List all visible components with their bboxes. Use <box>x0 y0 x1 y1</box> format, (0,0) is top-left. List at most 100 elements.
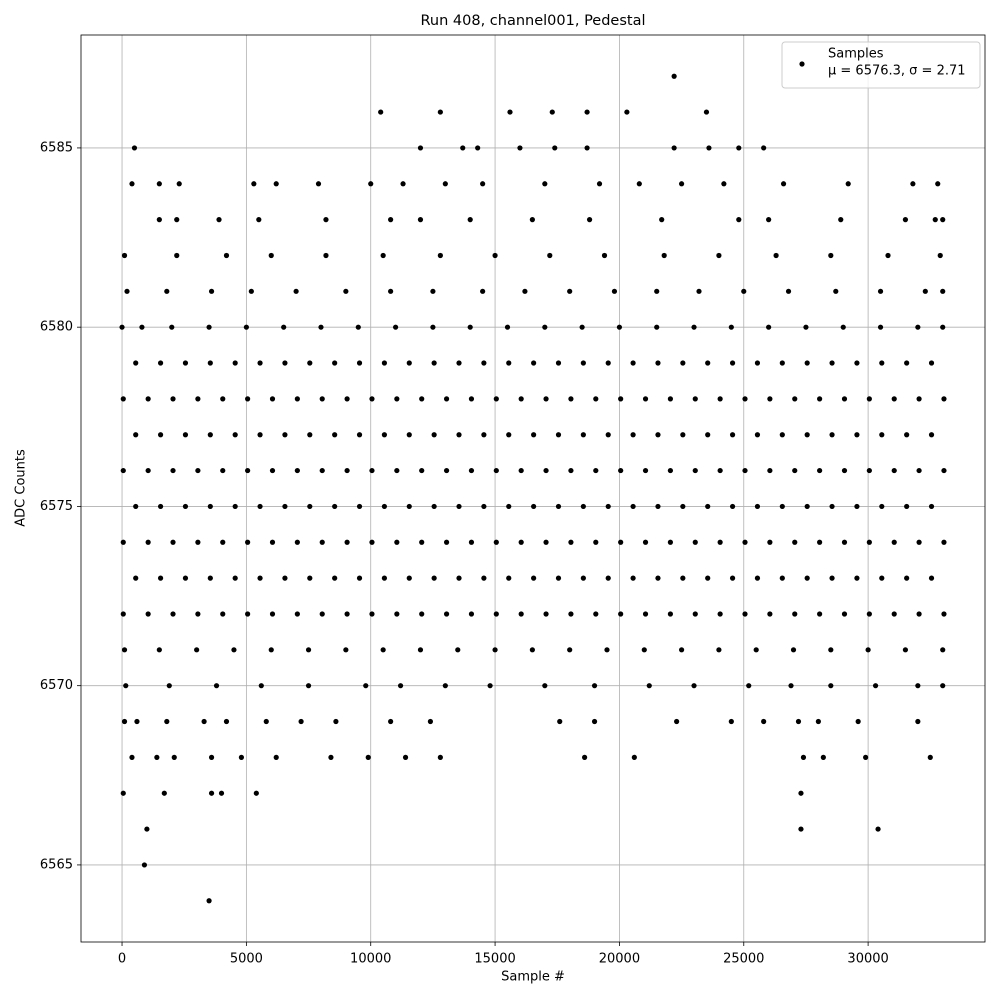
point <box>591 718 598 725</box>
point <box>753 647 759 653</box>
point <box>315 181 322 187</box>
point <box>380 252 386 259</box>
point <box>742 467 748 474</box>
point <box>248 288 254 294</box>
point <box>703 109 710 115</box>
point <box>792 539 798 545</box>
point <box>531 503 537 510</box>
point <box>273 181 279 187</box>
point <box>928 432 935 438</box>
point <box>891 467 897 474</box>
point <box>245 611 251 617</box>
point <box>728 324 734 330</box>
point <box>381 360 388 366</box>
point <box>269 539 276 545</box>
point <box>729 503 736 510</box>
point <box>257 575 263 581</box>
point <box>877 324 884 330</box>
point <box>419 396 425 402</box>
point <box>207 575 213 581</box>
point <box>567 288 573 294</box>
point <box>580 575 586 581</box>
point <box>257 360 263 366</box>
point <box>642 396 649 402</box>
point <box>736 145 742 151</box>
point <box>443 539 450 545</box>
y-tick-label: 6565 <box>40 857 73 872</box>
y-tick-label: 6585 <box>40 140 73 155</box>
point <box>194 647 200 653</box>
legend-label: Samples <box>828 47 884 62</box>
point <box>543 611 549 617</box>
point <box>885 252 891 259</box>
point <box>442 181 448 187</box>
point <box>123 683 129 689</box>
point <box>654 324 660 330</box>
point <box>144 826 150 832</box>
point <box>269 467 276 474</box>
point <box>388 288 394 294</box>
point <box>475 145 481 151</box>
point <box>854 503 860 510</box>
point <box>369 396 375 402</box>
point <box>356 432 363 438</box>
point <box>213 683 220 689</box>
point <box>293 288 299 294</box>
point <box>207 432 213 438</box>
point <box>790 647 797 653</box>
point <box>381 575 388 581</box>
point <box>866 467 872 474</box>
point <box>487 683 493 689</box>
point <box>655 503 661 510</box>
point <box>555 432 562 438</box>
point <box>332 503 338 510</box>
point <box>705 360 711 366</box>
point <box>157 360 164 366</box>
point <box>829 432 835 438</box>
point <box>231 647 237 653</box>
point <box>815 718 821 725</box>
point <box>829 360 835 366</box>
point <box>419 539 425 545</box>
y-tick-label: 6580 <box>40 320 73 335</box>
point <box>133 575 139 581</box>
point <box>692 396 698 402</box>
point <box>443 467 450 474</box>
point <box>754 503 761 510</box>
point <box>891 396 897 402</box>
point <box>817 539 823 545</box>
point <box>916 611 922 617</box>
legend-note: μ = 6576.3, σ = 2.71 <box>828 64 966 79</box>
point <box>567 647 573 653</box>
point <box>766 217 772 223</box>
point <box>674 718 680 725</box>
x-tick-label: 10000 <box>350 952 391 967</box>
point <box>344 396 350 402</box>
point <box>328 754 334 760</box>
point <box>729 432 736 438</box>
point <box>356 360 363 366</box>
point <box>369 539 375 545</box>
point <box>195 467 201 474</box>
point <box>195 611 201 617</box>
point <box>742 396 748 402</box>
point <box>854 575 860 581</box>
point <box>531 575 537 581</box>
point <box>381 503 388 510</box>
point <box>875 826 881 832</box>
x-tick-label: 5000 <box>230 952 263 967</box>
point <box>754 432 761 438</box>
point <box>437 252 443 259</box>
point <box>437 109 443 115</box>
point <box>344 611 350 617</box>
point <box>141 862 148 868</box>
point <box>481 360 487 366</box>
point <box>282 432 288 438</box>
point <box>343 288 349 294</box>
point <box>307 360 313 366</box>
point <box>691 324 697 330</box>
point <box>728 718 734 725</box>
point <box>208 754 215 760</box>
point <box>365 754 371 760</box>
point <box>378 109 384 115</box>
